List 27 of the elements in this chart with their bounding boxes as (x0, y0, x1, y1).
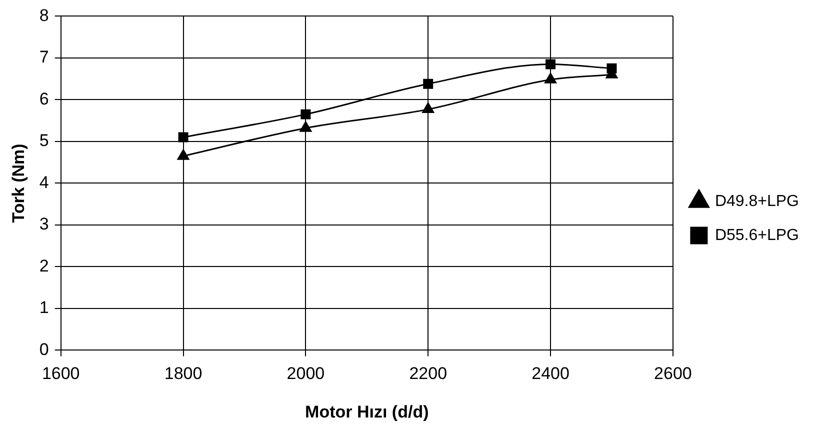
point (422, 102, 434, 114)
x-tick-label: 2000 (286, 364, 325, 384)
point (300, 121, 312, 132)
x-tick-label: 2200 (409, 364, 448, 384)
y-tick-label: 8 (39, 6, 49, 25)
x-tick-label: 2400 (532, 364, 570, 384)
point (546, 59, 556, 70)
legend-label: D49.8+LPG (714, 192, 800, 210)
point (177, 149, 190, 160)
point (300, 109, 311, 120)
y-tick-label: 1 (39, 298, 49, 318)
x-tick-label: 2600 (654, 364, 692, 384)
y-tick-label: 6 (39, 89, 49, 108)
y-axis-title: Tork (Nm) (8, 144, 28, 223)
legend-label: D55.6+LPG (714, 226, 800, 244)
y-tick-label: 5 (39, 131, 49, 150)
y-tick-label: 4 (39, 172, 49, 192)
x-tick-label: 1600 (42, 364, 80, 384)
x-tick-label: 1800 (164, 364, 202, 384)
y-tick-label: 3 (39, 214, 49, 234)
point (423, 78, 434, 89)
y-tick-label: 7 (39, 48, 49, 67)
y-tick-label: 0 (39, 340, 49, 359)
y-tick-label: 2 (39, 256, 49, 276)
point (178, 132, 188, 142)
point (544, 72, 556, 84)
x-axis-title: Motor Hızı (d/d) (305, 402, 429, 422)
